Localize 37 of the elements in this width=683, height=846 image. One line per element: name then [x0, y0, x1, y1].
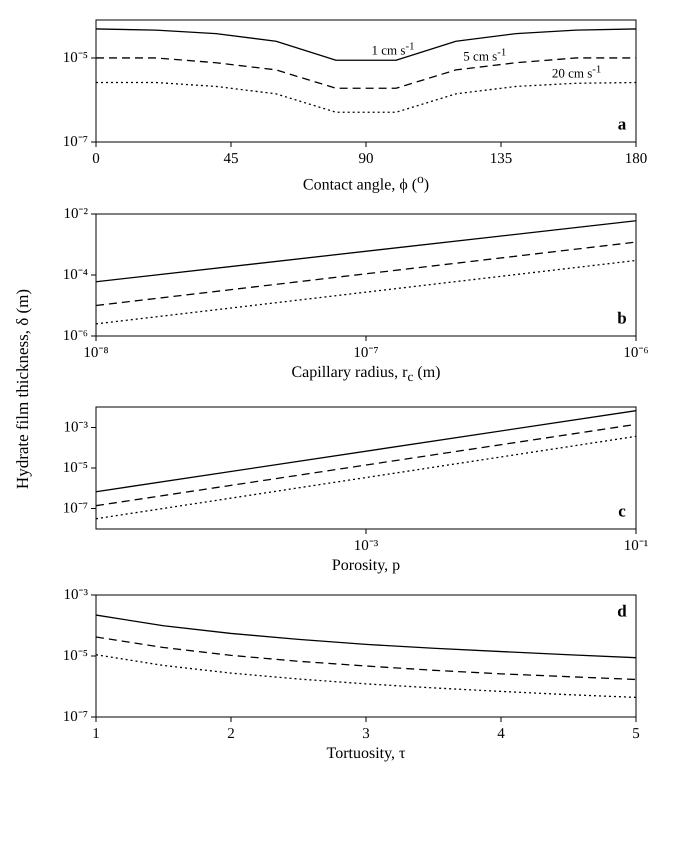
x-axis-title: Contact angle, ϕ ($^{o}$): [302, 170, 430, 196]
x-axis-title: Porosity, p: [330, 556, 402, 576]
y-tick-label: 10⁻³: [64, 586, 88, 602]
x-tick-label: 45: [224, 150, 238, 167]
x-axis-title: Tortuosity, τ: [326, 744, 406, 764]
y-tick-label: 10⁻⁵: [62, 647, 88, 664]
x-tick-label: 10⁻⁸: [83, 345, 109, 362]
y-axis-title: Hydrate film thickness, δ (m): [13, 289, 33, 490]
x-tick-label: 135: [490, 150, 512, 167]
y-tick-label: 10⁻⁴: [62, 267, 88, 284]
x-tick-label: 2: [227, 725, 235, 742]
y-tick-label: 10⁻⁵: [62, 459, 88, 476]
x-tick-label: 3: [362, 725, 370, 742]
x-tick-label: 90: [358, 150, 374, 167]
x-tick-label: 10⁻⁷: [353, 345, 379, 362]
annotation: c: [618, 501, 626, 520]
y-tick-label: 10⁻²: [64, 206, 88, 222]
x-tick-label: 1: [92, 725, 100, 742]
annotation: d: [617, 601, 627, 620]
series-label: 5 cm s$^{-1}$: [463, 46, 506, 64]
y-tick-label: 10⁻⁷: [62, 500, 88, 516]
annotation: a: [618, 114, 626, 134]
x-tick-label: 10⁻¹: [624, 537, 648, 554]
x-axis-title: Capillary radius, r$_{c}$ (m): [290, 363, 442, 387]
x-tick-label: 4: [497, 725, 506, 742]
x-tick-label: 10⁻⁶: [623, 345, 649, 362]
y-tick-label: 10⁻⁵: [62, 50, 88, 66]
x-tick-label: 0: [92, 150, 100, 167]
series-label: 20 cm s$^{-1}$: [552, 64, 602, 81]
y-tick-label: 10⁻⁶: [62, 328, 88, 344]
x-tick-label: 180: [624, 150, 648, 167]
series-label: 1 cm s$^{-1}$: [372, 40, 414, 58]
y-tick-label: 10⁻⁷: [62, 708, 88, 724]
x-tick-label: 5: [632, 725, 640, 742]
y-tick-label: 10⁻³: [64, 418, 88, 435]
y-tick-label: 10⁻⁷: [62, 134, 88, 150]
annotation: b: [617, 308, 627, 328]
